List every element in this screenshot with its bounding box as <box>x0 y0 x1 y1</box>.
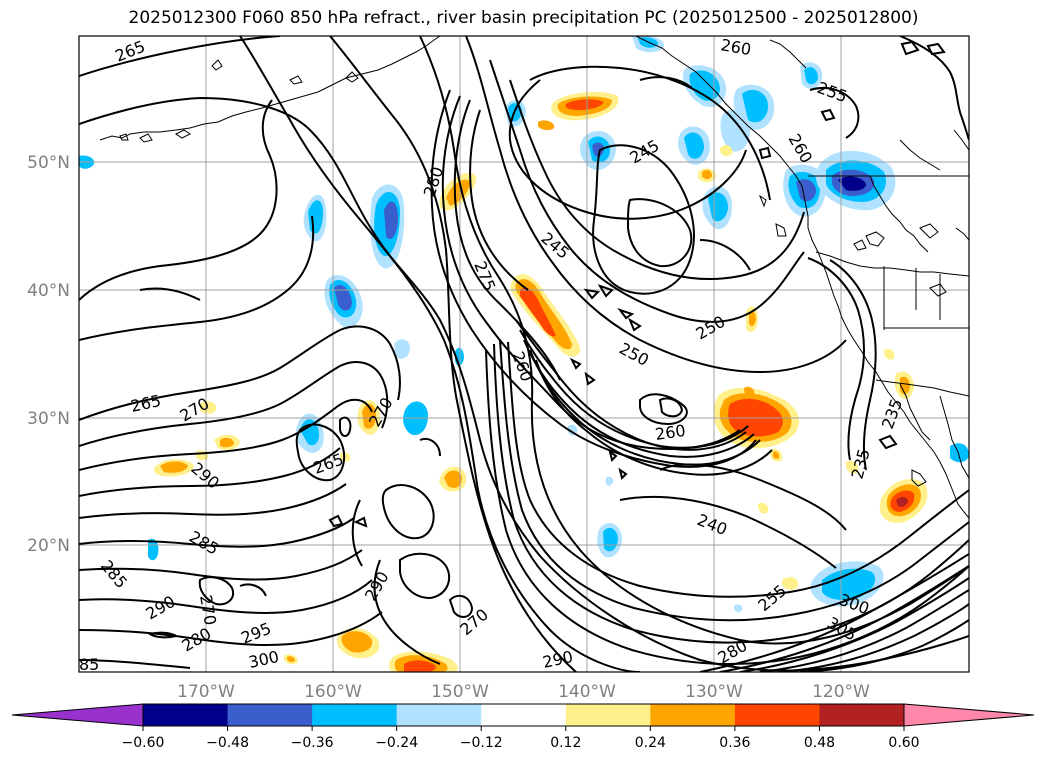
colorbar-extend-high <box>903 703 1035 727</box>
lon-label: 130°W <box>685 682 743 702</box>
lat-label: 40°N <box>27 281 70 301</box>
lon-label: 170°W <box>177 682 235 702</box>
colorbar-tick-label: −0.24 <box>375 735 418 751</box>
colorbar-segment <box>734 704 820 726</box>
contour-label: 260 <box>654 421 687 444</box>
colorbar-segment <box>650 704 736 726</box>
coastline <box>99 36 969 519</box>
lon-label: 140°W <box>558 682 616 702</box>
colorbar-segment <box>227 704 313 726</box>
colorbar-tick-label: 0.12 <box>550 735 581 751</box>
lat-label: 20°N <box>27 536 70 556</box>
colorbar-tick-label: −0.12 <box>460 735 503 751</box>
colorbar-segment <box>481 704 567 726</box>
map-title: 2025012300 F060 850 hPa refract., river … <box>128 8 919 28</box>
contour-label: 85 <box>79 655 99 674</box>
refractivity-contours <box>79 36 969 672</box>
contour-label: 260 <box>719 35 752 59</box>
colorbar-tick-label: −0.60 <box>122 735 165 751</box>
colorbar-tick-label: −0.48 <box>206 735 249 751</box>
colorbar-tick-label: 0.60 <box>888 735 919 751</box>
latitude-labels: 50°N 40°N 30°N 20°N <box>27 153 70 556</box>
colorbar-frame <box>142 703 905 727</box>
lon-label: 120°W <box>812 682 870 702</box>
colorbar-segment <box>396 704 482 726</box>
lon-label: 150°W <box>431 682 489 702</box>
colorbar: −0.60 −0.48 −0.36 −0.24 −0.12 0.12 0.24 0.36 0.4… <box>11 703 1035 751</box>
colorbar-tick-label: −0.36 <box>291 735 334 751</box>
colorbar-segment <box>143 704 229 726</box>
colorbar-segment <box>312 704 398 726</box>
lon-label: 160°W <box>304 682 362 702</box>
colorbar-extend-low <box>11 703 144 727</box>
lat-label: 30°N <box>27 409 70 429</box>
colorbar-tick-label: 0.24 <box>635 735 666 751</box>
longitude-labels: 170°W 160°W 150°W 140°W 130°W 120°W <box>177 682 870 702</box>
negative-anomaly-shading <box>79 36 969 613</box>
lat-label: 50°N <box>27 153 70 173</box>
map-frame <box>78 35 970 673</box>
colorbar-segment <box>819 704 905 726</box>
colorbar-tick-label: 0.36 <box>719 735 750 751</box>
colorbar-segment <box>565 704 651 726</box>
colorbar-tick-label: 0.48 <box>804 735 835 751</box>
map-plot-area: 265 260 255 245 260 250 245 275 280 250 … <box>79 35 969 674</box>
